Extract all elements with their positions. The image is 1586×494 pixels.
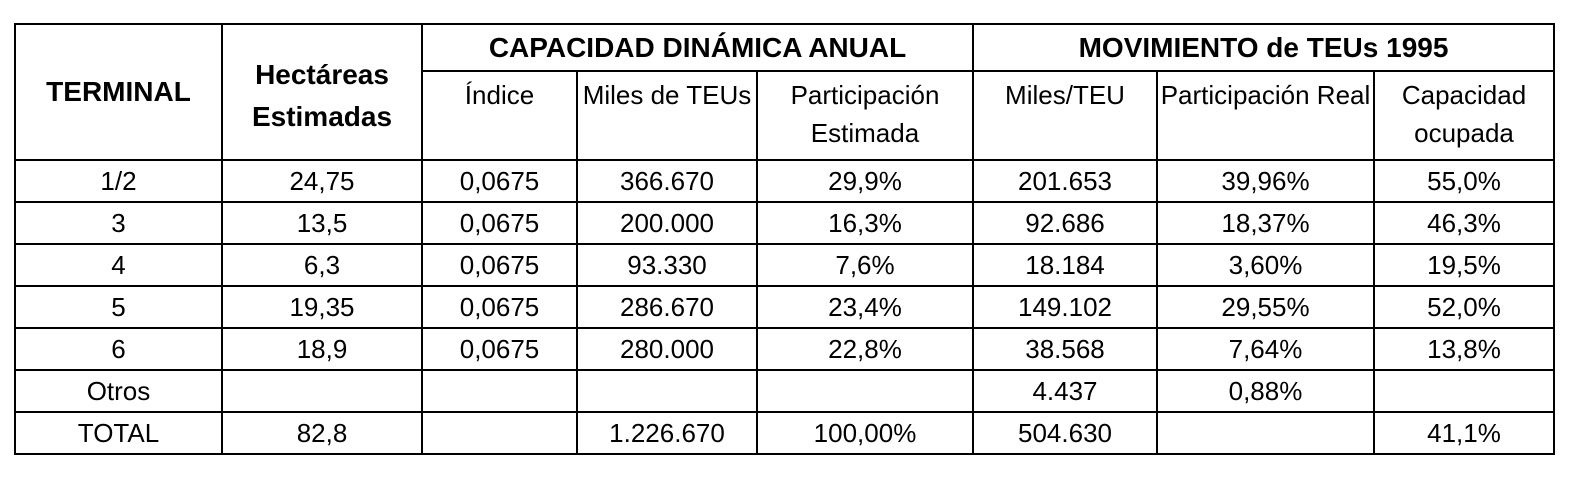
cell-hectareas: 13,5 <box>221 201 423 245</box>
cell-terminal: TOTAL <box>14 411 223 455</box>
cell-miles-teus: 1.226.670 <box>576 411 758 455</box>
header-miles-teu: Miles/TEU <box>972 70 1158 161</box>
cell-miles-teu: 18.184 <box>972 243 1158 287</box>
cell-miles-teus: 200.000 <box>576 201 758 245</box>
table-row: Otros 4.437 0,88% <box>14 369 1555 413</box>
cell-miles-teus: 286.670 <box>576 285 758 329</box>
cell-capacidad-ocupada: 55,0% <box>1373 159 1555 203</box>
cell-hectareas: 6,3 <box>221 243 423 287</box>
cell-terminal: 3 <box>14 201 223 245</box>
cell-miles-teus: 93.330 <box>576 243 758 287</box>
table-row: 4 6,3 0,0675 93.330 7,6% 18.184 3,60% 19,5% <box>14 243 1555 287</box>
cell-capacidad-ocupada: 41,1% <box>1373 411 1555 455</box>
capacity-table: TERMINAL Hectáreas Estimadas CAPACIDAD D… <box>14 23 1555 455</box>
cell-indice <box>421 369 578 413</box>
header-terminal: TERMINAL <box>14 23 223 161</box>
cell-participacion-estimada: 7,6% <box>756 243 974 287</box>
table-row: 5 19,35 0,0675 286.670 23,4% 149.102 29,55% 52,… <box>14 285 1555 329</box>
cell-participacion-real: 0,88% <box>1156 369 1375 413</box>
cell-miles-teu: 92.686 <box>972 201 1158 245</box>
cell-participacion-real: 18,37% <box>1156 201 1375 245</box>
cell-hectareas: 18,9 <box>221 327 423 371</box>
cell-miles-teus: 366.670 <box>576 159 758 203</box>
table-row: 3 13,5 0,0675 200.000 16,3% 92.686 18,37% 46,3% <box>14 201 1555 245</box>
cell-miles-teu: 4.437 <box>972 369 1158 413</box>
header-indice: Índice <box>421 70 578 161</box>
cell-miles-teu: 149.102 <box>972 285 1158 329</box>
cell-indice: 0,0675 <box>421 285 578 329</box>
header-participacion-estimada: Participación Estimada <box>756 70 974 161</box>
cell-terminal: 5 <box>14 285 223 329</box>
cell-participacion-real: 39,96% <box>1156 159 1375 203</box>
header-hectareas: Hectáreas Estimadas <box>221 23 423 161</box>
table-body: 1/2 24,75 0,0675 366.670 29,9% 201.653 39,96% 5… <box>14 159 1555 455</box>
cell-terminal: Otros <box>14 369 223 413</box>
capacity-table-container: TERMINAL Hectáreas Estimadas CAPACIDAD D… <box>14 23 1555 455</box>
cell-miles-teu: 504.630 <box>972 411 1158 455</box>
cell-hectareas: 24,75 <box>221 159 423 203</box>
cell-hectareas: 19,35 <box>221 285 423 329</box>
cell-capacidad-ocupada: 52,0% <box>1373 285 1555 329</box>
cell-participacion-estimada: 22,8% <box>756 327 974 371</box>
cell-participacion-estimada: 23,4% <box>756 285 974 329</box>
cell-hectareas <box>221 369 423 413</box>
table-row: 6 18,9 0,0675 280.000 22,8% 38.568 7,64% 13,8% <box>14 327 1555 371</box>
cell-terminal: 6 <box>14 327 223 371</box>
cell-miles-teus: 280.000 <box>576 327 758 371</box>
cell-capacidad-ocupada: 19,5% <box>1373 243 1555 287</box>
cell-indice: 0,0675 <box>421 243 578 287</box>
cell-capacidad-ocupada: 13,8% <box>1373 327 1555 371</box>
cell-indice: 0,0675 <box>421 159 578 203</box>
cell-participacion-estimada: 16,3% <box>756 201 974 245</box>
cell-participacion-estimada: 29,9% <box>756 159 974 203</box>
cell-participacion-real: 7,64% <box>1156 327 1375 371</box>
header-participacion-real: Participación Real <box>1156 70 1375 161</box>
cell-participacion-real: 29,55% <box>1156 285 1375 329</box>
cell-hectareas: 82,8 <box>221 411 423 455</box>
cell-indice: 0,0675 <box>421 327 578 371</box>
cell-indice: 0,0675 <box>421 201 578 245</box>
cell-indice <box>421 411 578 455</box>
cell-participacion-real <box>1156 411 1375 455</box>
header-capacidad-ocupada: Capacidad ocupada <box>1373 70 1555 161</box>
cell-terminal: 1/2 <box>14 159 223 203</box>
cell-capacidad-ocupada: 46,3% <box>1373 201 1555 245</box>
cell-participacion-real: 3,60% <box>1156 243 1375 287</box>
table-row: 1/2 24,75 0,0675 366.670 29,9% 201.653 39,96% 5… <box>14 159 1555 203</box>
cell-participacion-estimada <box>756 369 974 413</box>
table-row: TOTAL 82,8 1.226.670 100,00% 504.630 41,1% <box>14 411 1555 455</box>
cell-miles-teus <box>576 369 758 413</box>
cell-terminal: 4 <box>14 243 223 287</box>
cell-miles-teu: 201.653 <box>972 159 1158 203</box>
header-capacidad-dinamica: CAPACIDAD DINÁMICA ANUAL <box>421 23 974 72</box>
cell-capacidad-ocupada <box>1373 369 1555 413</box>
header-miles-teus: Miles de TEUs <box>576 70 758 161</box>
cell-miles-teu: 38.568 <box>972 327 1158 371</box>
header-movimiento-teus: MOVIMIENTO de TEUs 1995 <box>972 23 1555 72</box>
cell-participacion-estimada: 100,00% <box>756 411 974 455</box>
